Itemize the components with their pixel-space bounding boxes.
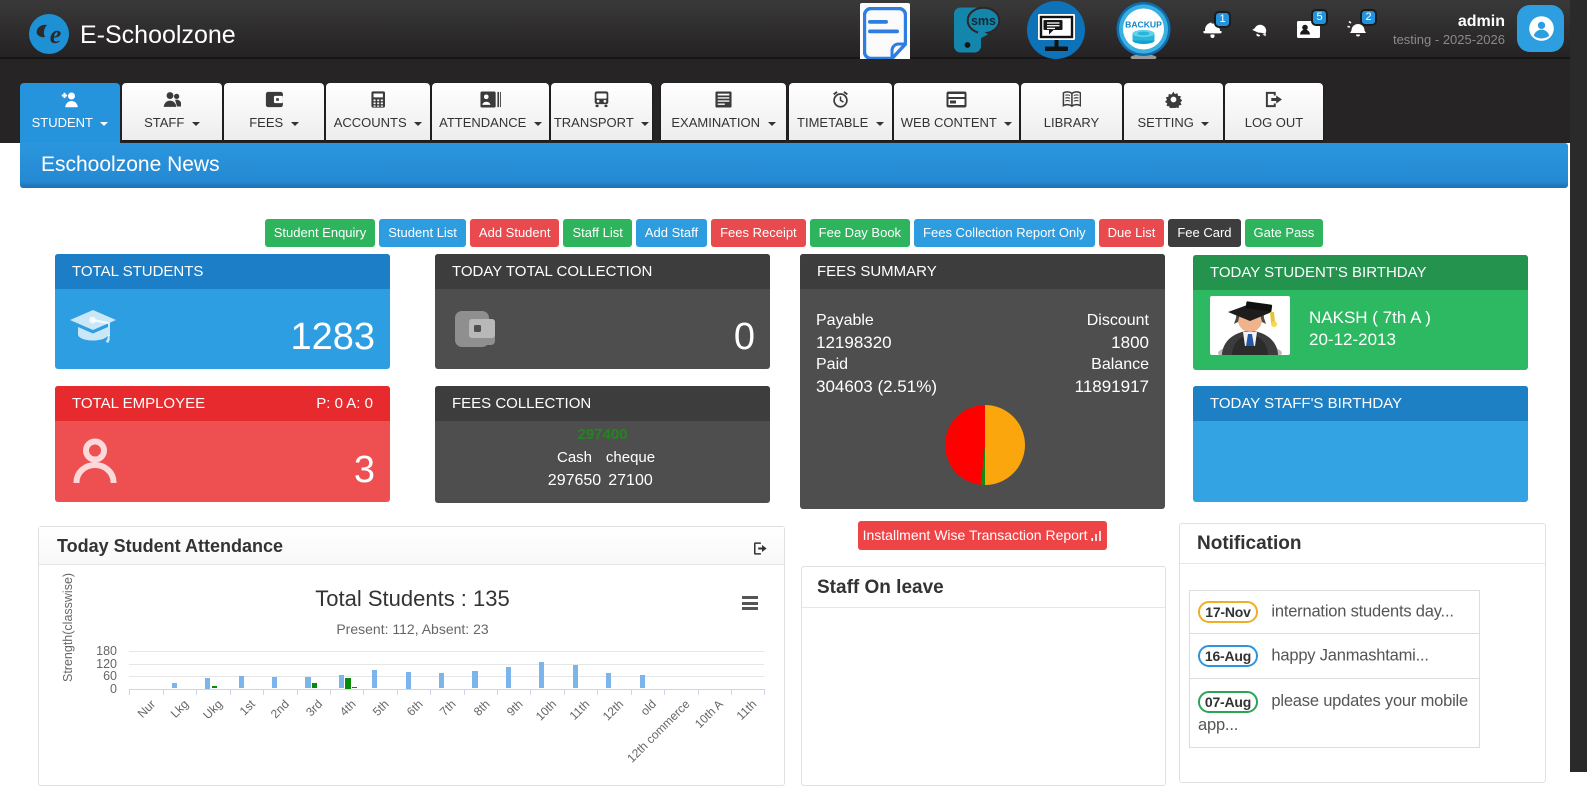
svg-text:e: e — [50, 20, 62, 49]
svg-text:sms: sms — [971, 14, 996, 28]
svg-text:BACKUP: BACKUP — [1125, 20, 1162, 30]
